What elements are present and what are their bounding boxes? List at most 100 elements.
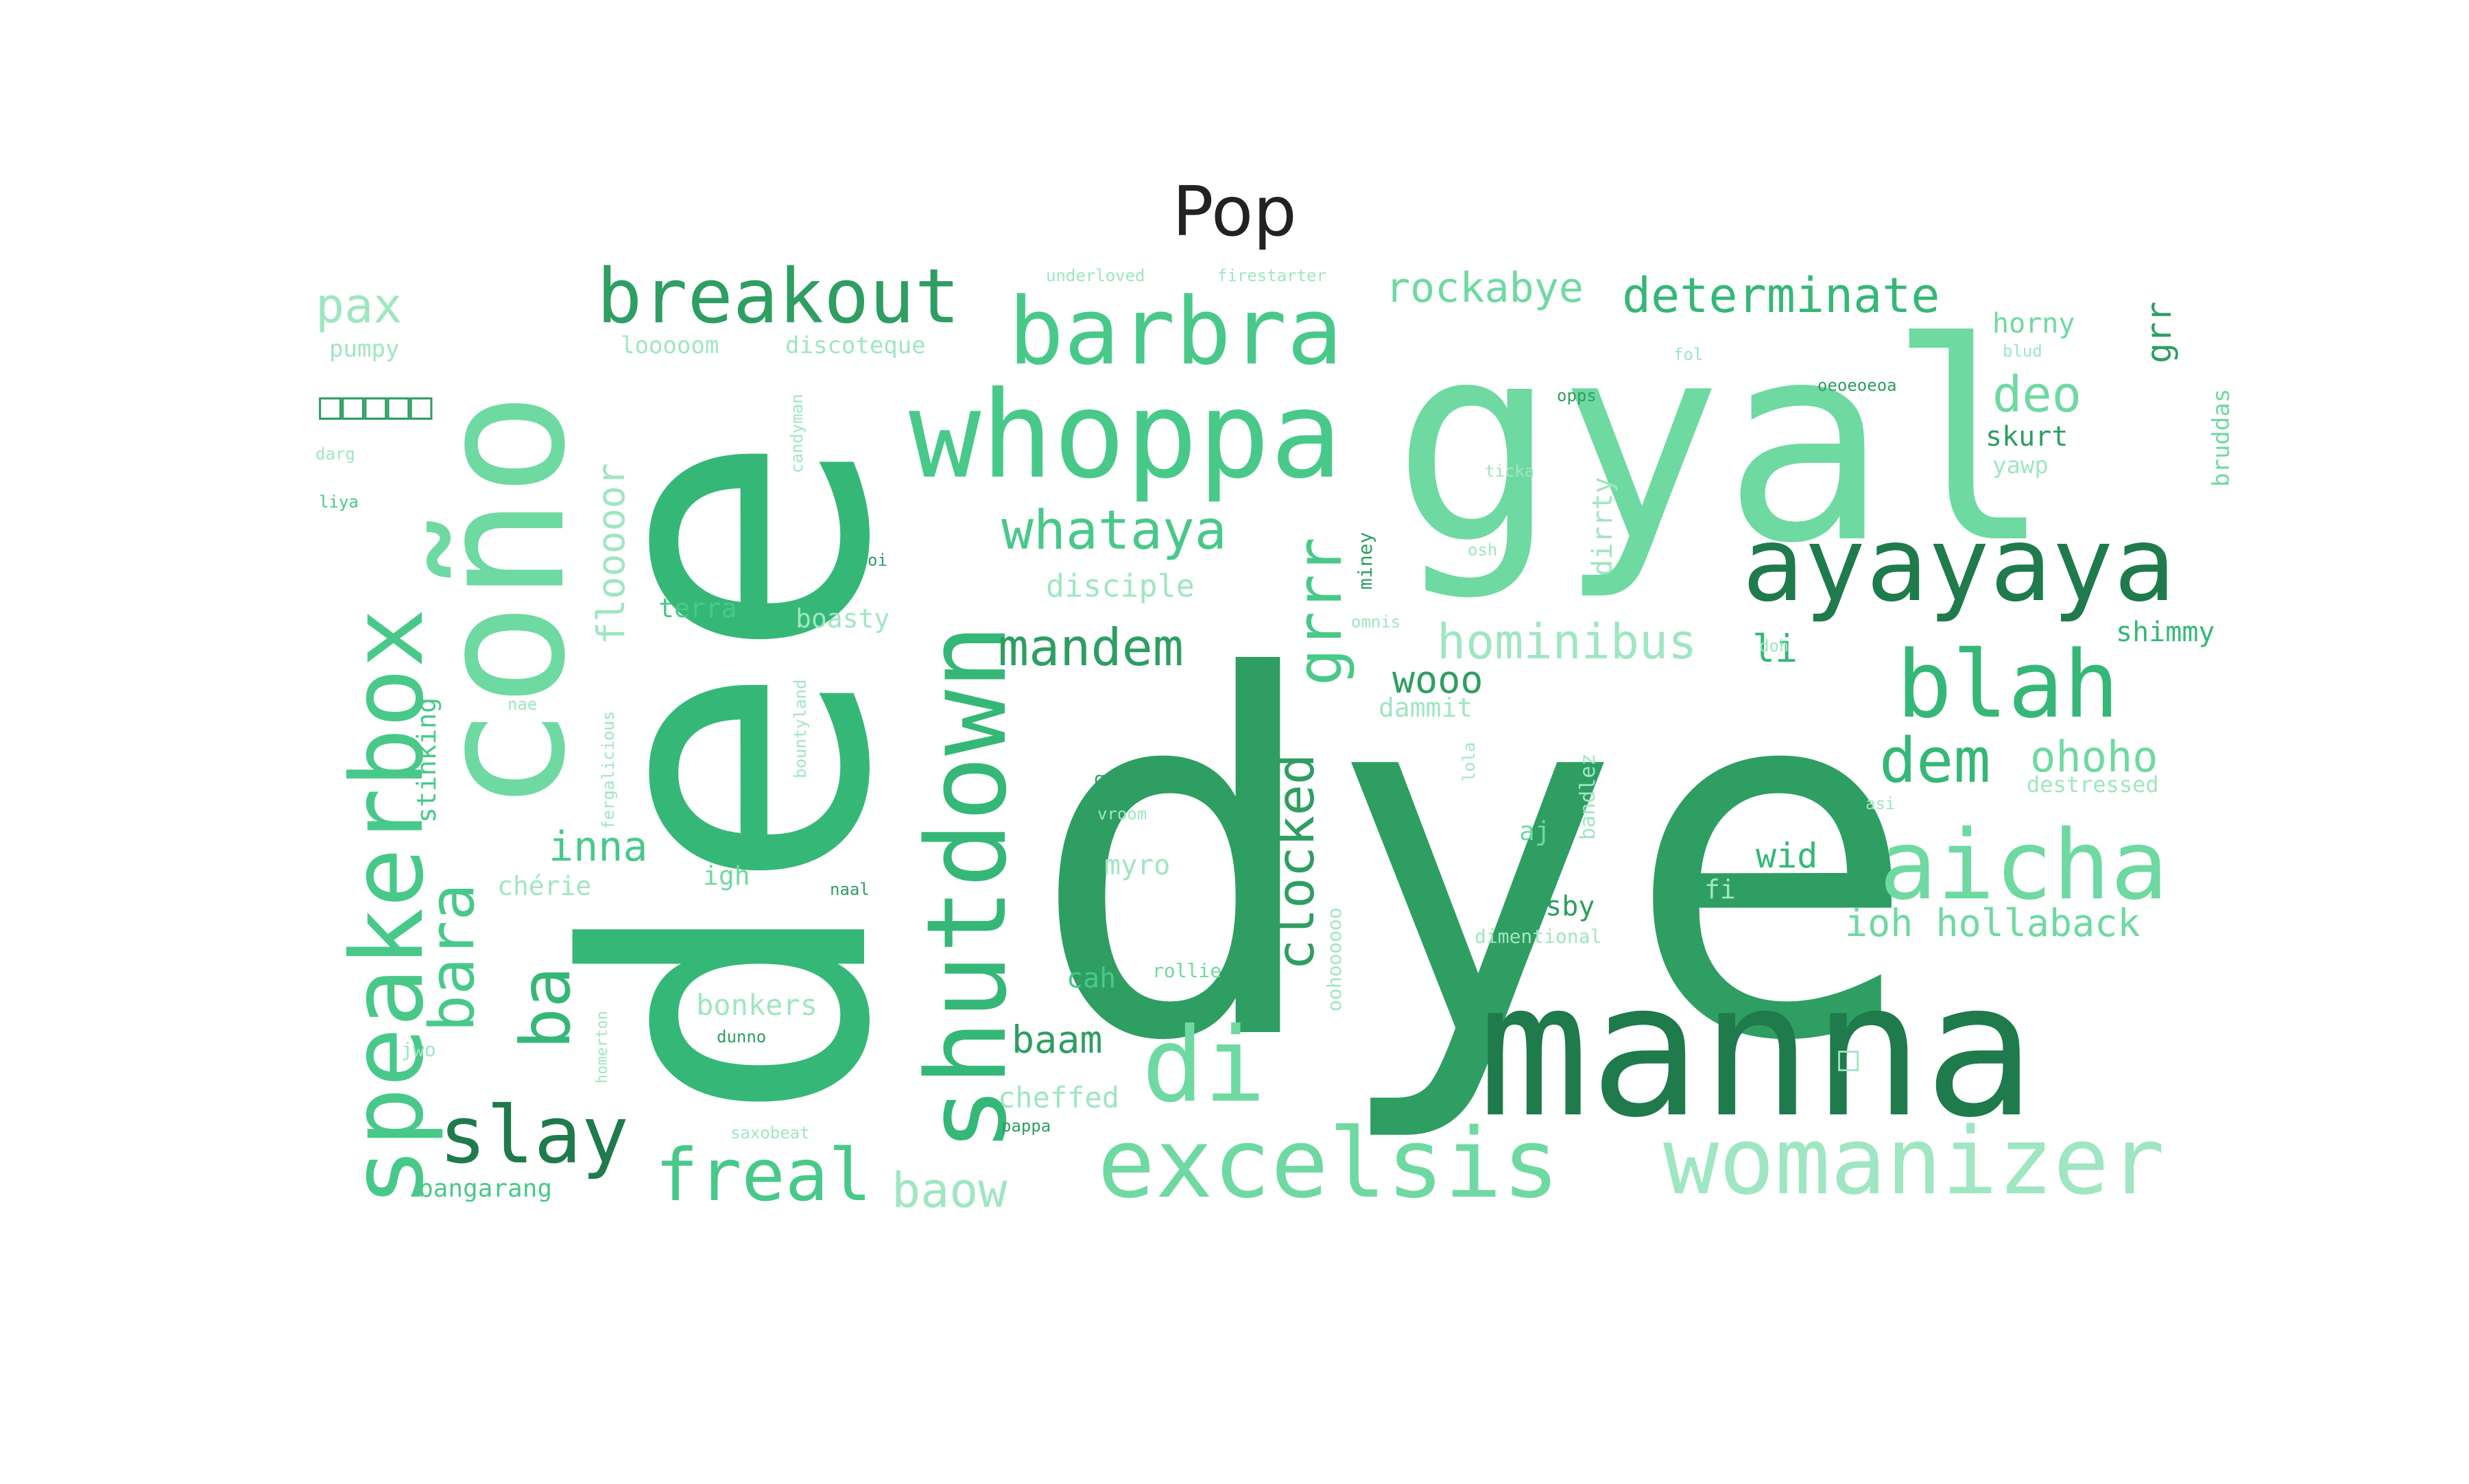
word-0: dye xyxy=(1029,574,1920,1149)
word-9: aicha xyxy=(1879,810,2168,922)
word-35: li xyxy=(1752,627,1798,671)
word-31: ioh hollaback xyxy=(1845,901,2140,945)
word-65: destressed xyxy=(2027,771,2159,798)
word-50: terra xyxy=(658,593,737,623)
word-25: hominibus xyxy=(1437,614,1697,670)
word-78: darg xyxy=(315,444,355,464)
word-55: cah xyxy=(1066,963,1116,994)
word-20: dem xyxy=(1879,725,1991,797)
word-34: inna xyxy=(549,823,648,871)
word-3: manna xyxy=(1478,942,2036,1158)
word-10: excelsis xyxy=(1097,1108,1560,1220)
word-45: dirrty xyxy=(1587,477,1619,577)
word-22: grrr xyxy=(1284,537,1356,686)
word-1: dee xyxy=(508,431,955,1125)
word-63: pumpy xyxy=(329,335,399,363)
word-98: □ xyxy=(1838,1038,1859,1078)
word-84: omnis xyxy=(1351,612,1400,632)
word-88: homerton xyxy=(594,1011,611,1084)
word-8: speakerbox xyxy=(330,608,446,1207)
word-14: blah xyxy=(1896,631,2119,739)
word-71: bountyland xyxy=(791,680,810,779)
word-59: bruddas xyxy=(2208,389,2235,487)
word-90: oeoeoeoa xyxy=(1817,376,1897,395)
word-41: cheffed xyxy=(998,1081,1119,1114)
word-64: bandlez xyxy=(1576,754,1600,840)
word-26: determinate xyxy=(1622,267,1940,324)
word-70: candyman xyxy=(787,394,807,473)
word-24: mandem xyxy=(998,617,1184,678)
word-93: saxobeat xyxy=(730,1123,810,1142)
word-77: vroom xyxy=(1097,804,1147,824)
word-87: lola xyxy=(1459,742,1479,782)
word-73: miney xyxy=(1354,532,1376,590)
word-7: ayayaya xyxy=(1742,505,2175,625)
word-58: fi xyxy=(1704,874,1736,905)
word-94: pappa xyxy=(1001,1116,1051,1136)
word-74: oohoooooo xyxy=(1323,907,1346,1012)
word-12: womanizer xyxy=(1663,1108,2165,1215)
word-5: whoppa xyxy=(909,366,1342,505)
word-11: barbra xyxy=(1008,278,1343,385)
chart-title: Pop xyxy=(1172,171,1297,252)
word-6: shutdown xyxy=(903,623,1031,1152)
word-13: di xyxy=(1142,1006,1266,1125)
word-27: deo xyxy=(1992,366,2082,423)
word-83: osh xyxy=(1468,540,1497,560)
word-4: coño xyxy=(401,392,604,813)
word-51: boasty xyxy=(796,603,890,634)
word-56: bangarang xyxy=(418,1175,552,1203)
word-30: rockabye xyxy=(1385,264,1584,312)
word-92: dunno xyxy=(717,1027,766,1046)
word-43: myro xyxy=(1104,850,1170,881)
word-33: baow xyxy=(892,1162,1007,1219)
word-42: bonkers xyxy=(696,988,818,1022)
word-75: underloved xyxy=(1046,266,1145,285)
word-80: blud xyxy=(2003,342,2042,361)
word-28: pax xyxy=(315,278,402,334)
word-67: g6 xyxy=(1094,767,1117,790)
word-32: flooooor xyxy=(589,463,633,645)
word-57: aj xyxy=(1519,816,1551,846)
word-72: fergalicious xyxy=(599,711,618,830)
word-37: baam xyxy=(1012,1018,1102,1062)
word-86: asi xyxy=(1865,794,1895,813)
word-18: ba xyxy=(505,967,586,1049)
word-36: wooo xyxy=(1392,658,1483,702)
word-79: liya xyxy=(319,492,359,512)
word-76: firestarter xyxy=(1217,266,1326,285)
word-97: □□□□□ xyxy=(319,383,433,427)
word-15: breakout xyxy=(597,252,960,340)
word-91: naal xyxy=(830,880,870,899)
word-95: oi xyxy=(868,551,887,570)
word-66: dimentional xyxy=(1475,925,1601,948)
word-54: cosby xyxy=(1512,891,1595,922)
word-60: yawp xyxy=(1992,452,2049,479)
word-21: clocked xyxy=(1265,754,1326,970)
word-19: bara xyxy=(416,883,488,1032)
word-38: grr xyxy=(2139,302,2179,363)
word-69: jwo xyxy=(401,1038,436,1061)
word-17: freal xyxy=(655,1134,872,1217)
word-52: chérie xyxy=(497,871,591,901)
word-96: nae xyxy=(508,695,537,714)
word-49: dammit xyxy=(1379,693,1472,723)
word-48: shimmy xyxy=(2116,617,2215,648)
word-2: gyal xyxy=(1392,285,2053,603)
word-29: ohoho xyxy=(2030,732,2158,782)
word-61: looooom xyxy=(621,332,719,359)
word-68: rollie xyxy=(1152,959,1221,982)
word-46: horny xyxy=(1992,308,2075,339)
word-53: igh xyxy=(703,861,750,891)
word-40: wid xyxy=(1756,836,1817,876)
word-82: ticka xyxy=(1485,462,1534,481)
word-47: skurt xyxy=(1985,421,2068,453)
word-44: stinking xyxy=(412,697,442,823)
word-85: doh xyxy=(1759,636,1789,656)
word-62: discoteque xyxy=(785,332,926,359)
word-89: opps xyxy=(1557,386,1597,405)
word-23: whataya xyxy=(1001,500,1227,562)
word-39: disciple xyxy=(1046,568,1195,604)
